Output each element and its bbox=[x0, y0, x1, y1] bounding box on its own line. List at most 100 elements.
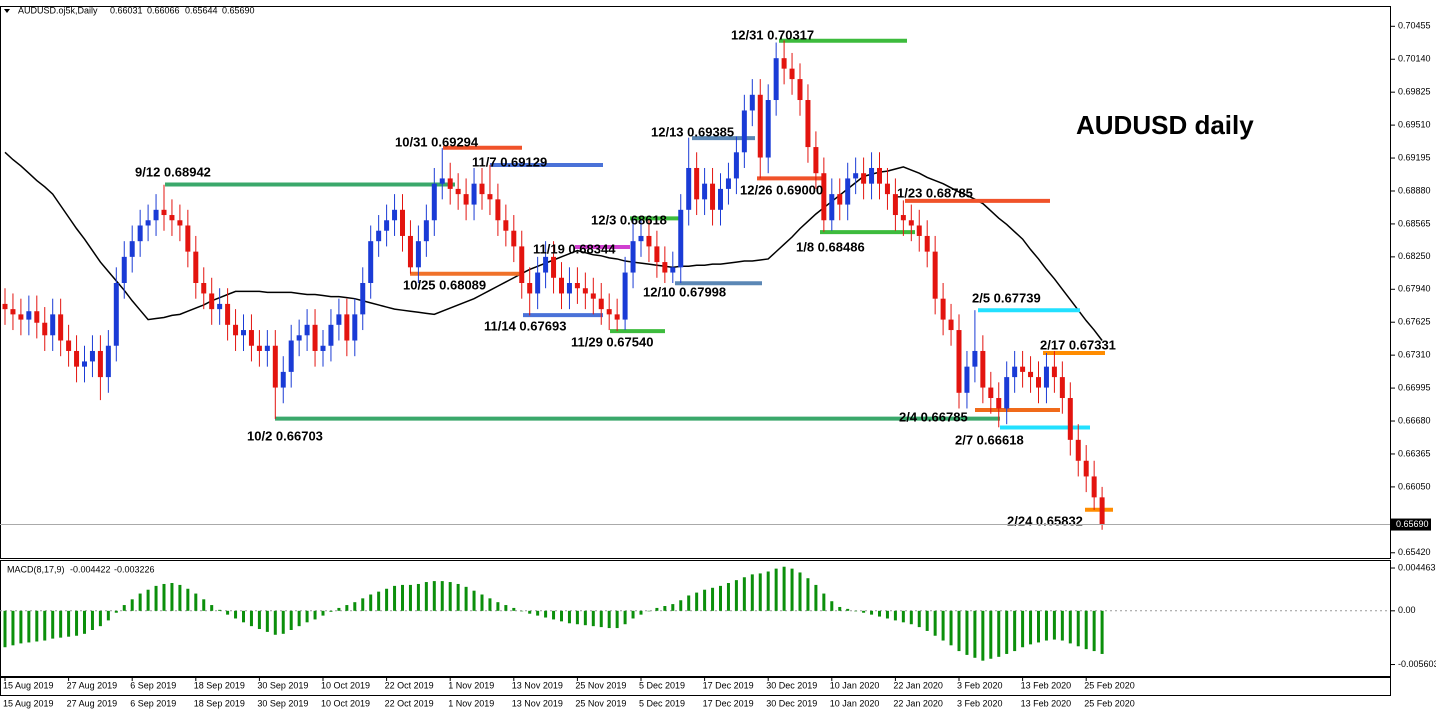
candle-body bbox=[789, 68, 795, 80]
candle-body bbox=[312, 324, 318, 351]
candle-body bbox=[145, 220, 151, 226]
candle-body bbox=[407, 235, 413, 268]
y-tick-label: 0.70455 bbox=[1398, 21, 1431, 31]
level-label: 10/25 0.68089 bbox=[403, 277, 486, 292]
candle-body bbox=[400, 209, 405, 236]
candle-body bbox=[813, 147, 819, 174]
candle-body bbox=[288, 340, 294, 372]
candle-body bbox=[1075, 439, 1081, 461]
macd-bar bbox=[623, 610, 627, 625]
x-tick-label: 6 Sep 2019 bbox=[130, 680, 176, 690]
level-label: 11/7 0.69129 bbox=[472, 154, 547, 169]
candle-body bbox=[89, 350, 95, 362]
candle-body bbox=[368, 241, 374, 283]
macd-bar bbox=[822, 593, 826, 611]
candle-body bbox=[384, 220, 390, 231]
last-price-label: 0.65690 bbox=[1396, 519, 1429, 529]
macd-bar bbox=[758, 573, 762, 611]
candle-body bbox=[129, 241, 135, 257]
macd-bar bbox=[234, 610, 238, 619]
macd-bar bbox=[997, 610, 1001, 657]
level-label: 12/13 0.69385 bbox=[651, 124, 734, 139]
candle-body bbox=[153, 209, 159, 221]
candle-body bbox=[884, 183, 890, 195]
header-high: 0.66066 bbox=[147, 5, 180, 15]
candle-body bbox=[447, 178, 453, 189]
candle-body bbox=[551, 256, 557, 278]
macd-bar bbox=[265, 610, 269, 632]
candle-body bbox=[519, 246, 525, 283]
macd-bar bbox=[615, 610, 619, 629]
x-tick-label: 10 Oct 2019 bbox=[321, 680, 370, 690]
candle-body bbox=[559, 277, 564, 294]
candle-body bbox=[757, 94, 763, 158]
macd-bar bbox=[1060, 610, 1064, 641]
macd-bar bbox=[321, 610, 325, 616]
macd-bar bbox=[1052, 610, 1056, 640]
chart-title: AUDUSD daily bbox=[1076, 110, 1254, 140]
y-tick-label: 0.67625 bbox=[1398, 317, 1431, 327]
macd-bar bbox=[560, 610, 563, 622]
candle-body bbox=[749, 94, 755, 111]
candle-body bbox=[42, 322, 48, 336]
macd-bar bbox=[289, 610, 293, 630]
candle-body bbox=[670, 267, 676, 273]
macd-bar bbox=[488, 598, 492, 611]
symbol: AUDUSD.oj5k,Daily bbox=[18, 5, 98, 15]
macd-bar bbox=[440, 581, 444, 611]
candle-body bbox=[471, 183, 477, 205]
macd-bar bbox=[19, 610, 23, 644]
macd-bar bbox=[170, 583, 174, 611]
y-tick-label: 0.004463 bbox=[1398, 562, 1436, 572]
y-tick-label: 0.00 bbox=[1398, 605, 1416, 615]
macd-bar bbox=[305, 610, 309, 623]
candle-body bbox=[455, 188, 461, 195]
level-label: 2/5 0.67739 bbox=[972, 290, 1041, 305]
candle-body bbox=[964, 366, 970, 393]
candle-body bbox=[50, 314, 56, 336]
macd-bar bbox=[1044, 610, 1048, 641]
macd-bar bbox=[130, 599, 134, 611]
macd-bar bbox=[273, 610, 277, 635]
candle-body bbox=[431, 183, 437, 221]
candle-body bbox=[678, 209, 684, 268]
macd-bar bbox=[337, 607, 341, 611]
candle-body bbox=[892, 194, 898, 216]
macd-bar bbox=[249, 610, 253, 627]
candle-body bbox=[1099, 497, 1105, 525]
candle-body bbox=[702, 183, 708, 200]
macd-bar bbox=[679, 600, 683, 611]
candle-body bbox=[853, 173, 859, 179]
candle-body bbox=[225, 303, 231, 325]
y-tick-label: 0.66050 bbox=[1398, 481, 1431, 491]
x-tick-label: 25 Feb 2020 bbox=[1084, 680, 1135, 690]
candle-body bbox=[264, 345, 270, 351]
candle-body bbox=[34, 311, 40, 323]
candle-body bbox=[662, 262, 668, 273]
candle-body bbox=[1020, 366, 1026, 372]
candle-body bbox=[694, 167, 700, 200]
level-label: 1/8 0.68486 bbox=[796, 239, 865, 254]
x-tick-label: 25 Nov 2019 bbox=[575, 698, 626, 708]
macd-bar bbox=[138, 593, 142, 611]
macd-bar bbox=[416, 583, 420, 611]
y-tick-label: 0.66365 bbox=[1398, 448, 1431, 458]
macd-bar bbox=[726, 583, 730, 611]
candle-body bbox=[638, 235, 644, 242]
candle-body bbox=[495, 199, 501, 221]
macd-bar bbox=[385, 588, 389, 611]
candle-body bbox=[1091, 476, 1097, 498]
macd-bar bbox=[695, 592, 699, 611]
macd-bar bbox=[114, 610, 118, 613]
y-tick-label: 0.66680 bbox=[1398, 415, 1431, 425]
candle-body bbox=[1059, 377, 1065, 399]
macd-bar bbox=[90, 610, 94, 630]
x-tick-label: 13 Nov 2019 bbox=[512, 698, 563, 708]
y-tick-label: 0.69510 bbox=[1398, 119, 1431, 129]
macd-bar bbox=[67, 610, 71, 637]
candle-body bbox=[82, 361, 87, 367]
x-tick-label: 10 Oct 2019 bbox=[321, 698, 370, 708]
candle-body bbox=[543, 256, 549, 273]
candle-body bbox=[805, 100, 811, 148]
